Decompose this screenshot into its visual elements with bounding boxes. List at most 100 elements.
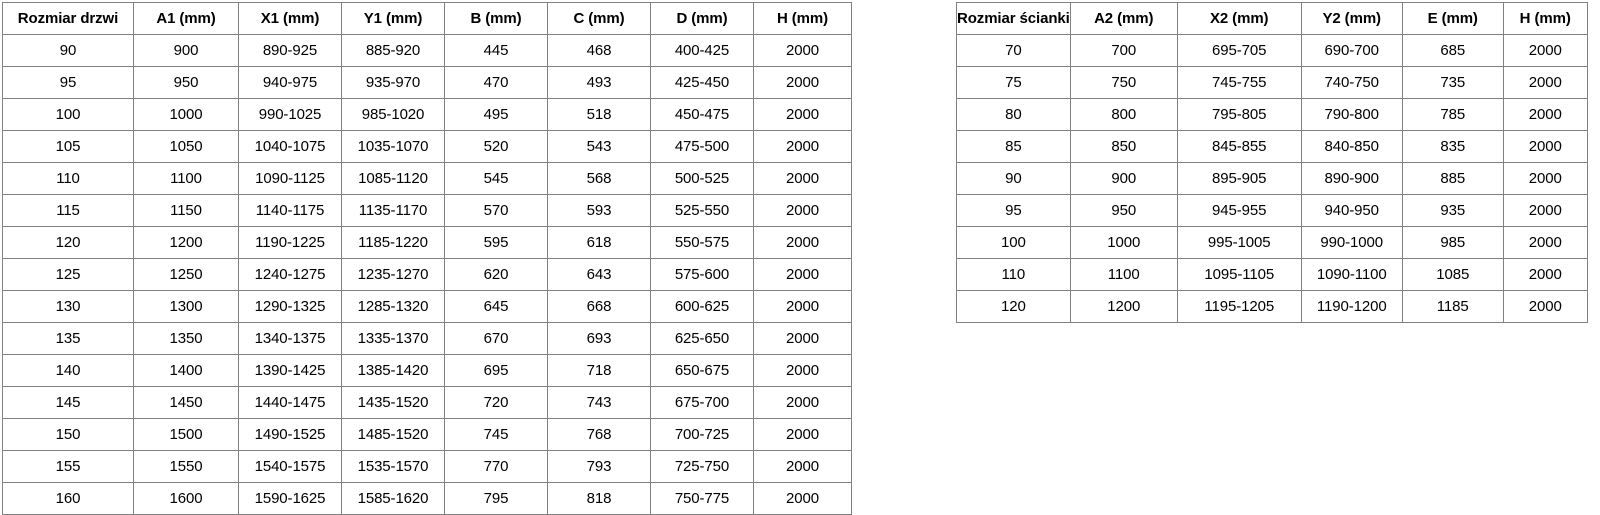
table-cell: 770	[444, 450, 548, 483]
table-cell: 735	[1401, 66, 1504, 99]
table-cell: 518	[547, 98, 651, 131]
table-cell: 745	[444, 418, 548, 451]
table-cell: 1185-1220	[341, 226, 445, 259]
column-header: Rozmiar drzwi	[2, 2, 134, 35]
table-cell: 793	[547, 450, 651, 483]
table-cell: 1085-1120	[341, 162, 445, 195]
table-cell: 1335-1370	[341, 322, 445, 355]
column-header: Y1 (mm)	[341, 2, 445, 35]
table-cell: 1090-1100	[1300, 258, 1403, 291]
table-cell: 593	[547, 194, 651, 227]
table-cell: 543	[547, 130, 651, 163]
table-cell: 450-475	[650, 98, 754, 131]
table-cell: 470	[444, 66, 548, 99]
column-header: A2 (mm)	[1069, 2, 1178, 35]
table-cell: 990-1025	[238, 98, 342, 131]
table-cell: 890-900	[1300, 162, 1403, 195]
table-cell: 1200	[133, 226, 239, 259]
wall-panel-size-specification-table: Rozmiar ścianki A2 (mm) X2 (mm) Y2 (mm) E (m…	[956, 2, 1588, 323]
table-cell: 1000	[1069, 226, 1178, 259]
table-cell: 595	[444, 226, 548, 259]
table-cell: 1050	[133, 130, 239, 163]
table-cell: 600-625	[650, 290, 754, 323]
table-cell: 1490-1525	[238, 418, 342, 451]
column-header: H (mm)	[1502, 2, 1588, 35]
table-cell: 130	[2, 290, 134, 323]
table-cell: 2000	[753, 226, 852, 259]
table-cell: 900	[1069, 162, 1178, 195]
table-cell: 1250	[133, 258, 239, 291]
table-cell: 2000	[753, 258, 852, 291]
table-cell: 1095-1105	[1176, 258, 1302, 291]
table-cell: 90	[956, 162, 1071, 195]
table-cell: 2000	[753, 386, 852, 419]
door-table-header: Rozmiar drzwi A1 (mm) X1 (mm) Y1 (mm) B (mm)…	[2, 2, 852, 35]
table-cell: 700-725	[650, 418, 754, 451]
table-cell: 545	[444, 162, 548, 195]
table-cell: 1200	[1069, 290, 1178, 323]
table-cell: 1390-1425	[238, 354, 342, 387]
table-cell: 1285-1320	[341, 290, 445, 323]
table-row: 85 850 845-855 840-850 835 2000	[956, 130, 1588, 163]
table-cell: 620	[444, 258, 548, 291]
table-cell: 750	[1069, 66, 1178, 99]
table-cell: 468	[547, 34, 651, 67]
table-row: 70 700 695-705 690-700 685 2000	[956, 34, 1588, 67]
table-row: 145 1450 1440-1475 1435-1520 720 743 675-700 20…	[2, 386, 852, 419]
table-cell: 885	[1401, 162, 1504, 195]
table-cell: 2000	[753, 482, 852, 515]
table-cell: 2000	[1502, 162, 1588, 195]
wall-table-header: Rozmiar ścianki A2 (mm) X2 (mm) Y2 (mm) E (m…	[956, 2, 1588, 35]
table-cell: 690-700	[1300, 34, 1403, 67]
table-cell: 1550	[133, 450, 239, 483]
table-cell: 900	[133, 34, 239, 67]
table-cell: 1035-1070	[341, 130, 445, 163]
column-header: E (mm)	[1401, 2, 1504, 35]
table-cell: 1385-1420	[341, 354, 445, 387]
table-cell: 618	[547, 226, 651, 259]
table-cell: 2000	[753, 130, 852, 163]
table-cell: 1100	[1069, 258, 1178, 291]
table-cell: 835	[1401, 130, 1504, 163]
table-cell: 890-925	[238, 34, 342, 67]
table-cell: 445	[444, 34, 548, 67]
table-cell: 935	[1401, 194, 1504, 227]
table-cell: 400-425	[650, 34, 754, 67]
table-cell: 1100	[133, 162, 239, 195]
table-cell: 1190-1225	[238, 226, 342, 259]
table-cell: 2000	[753, 418, 852, 451]
table-cell: 500-525	[650, 162, 754, 195]
table-cell: 1040-1075	[238, 130, 342, 163]
table-cell: 643	[547, 258, 651, 291]
table-cell: 995-1005	[1176, 226, 1302, 259]
table-cell: 1195-1205	[1176, 290, 1302, 323]
table-cell: 2000	[753, 194, 852, 227]
table-cell: 1235-1270	[341, 258, 445, 291]
table-cell: 845-855	[1176, 130, 1302, 163]
table-cell: 110	[956, 258, 1071, 291]
table-cell: 2000	[753, 322, 852, 355]
column-header: Rozmiar ścianki	[956, 2, 1071, 35]
wall-table-body: 70 700 695-705 690-700 685 2000 75 750 745-755 74…	[956, 34, 1588, 323]
table-cell: 750-775	[650, 482, 754, 515]
table-cell: 140	[2, 354, 134, 387]
table-cell: 1140-1175	[238, 194, 342, 227]
table-cell: 718	[547, 354, 651, 387]
door-size-specification-table: Rozmiar drzwi A1 (mm) X1 (mm) Y1 (mm) B (mm)…	[2, 2, 852, 515]
column-header: D (mm)	[650, 2, 754, 35]
table-cell: 1240-1275	[238, 258, 342, 291]
table-cell: 840-850	[1300, 130, 1403, 163]
table-cell: 493	[547, 66, 651, 99]
column-header: C (mm)	[547, 2, 651, 35]
table-cell: 425-450	[650, 66, 754, 99]
table-header-row: Rozmiar ścianki A2 (mm) X2 (mm) Y2 (mm) E (m…	[956, 2, 1588, 35]
table-cell: 670	[444, 322, 548, 355]
table-cell: 1150	[133, 194, 239, 227]
table-cell: 668	[547, 290, 651, 323]
table-row: 120 1200 1190-1225 1185-1220 595 618 550-575 20…	[2, 226, 852, 259]
table-row: 95 950 945-955 940-950 935 2000	[956, 194, 1588, 227]
table-cell: 1185	[1401, 290, 1504, 323]
table-cell: 1190-1200	[1300, 290, 1403, 323]
table-cell: 1400	[133, 354, 239, 387]
